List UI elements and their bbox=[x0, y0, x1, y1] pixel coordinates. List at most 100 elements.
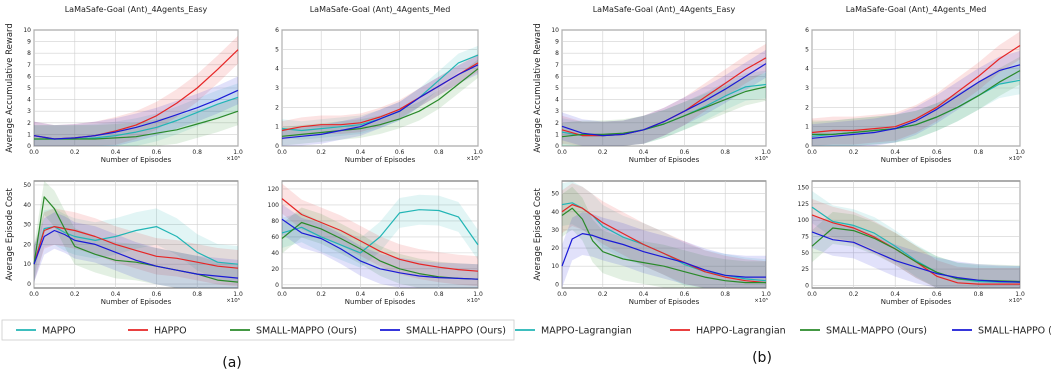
legend-label: MAPPO-Lagrangian bbox=[541, 326, 632, 337]
y-tick-label: 0 bbox=[275, 282, 279, 289]
x-tick-label: 0.8 bbox=[192, 291, 202, 298]
x-tick-label: 0.6 bbox=[680, 149, 690, 156]
plot-frame bbox=[811, 180, 1021, 289]
y-tick-label: 0 bbox=[555, 281, 559, 288]
y-tick-label: 50 bbox=[23, 182, 31, 189]
x-axis-multiplier: ×10⁵ bbox=[466, 155, 480, 162]
confidence-band bbox=[562, 183, 766, 288]
y-tick-label: 8 bbox=[555, 50, 559, 57]
confidence-band bbox=[812, 198, 1020, 288]
y-tick-label: 120 bbox=[268, 186, 280, 193]
y-tick-label: 40 bbox=[23, 202, 31, 209]
y-tick-label: 0 bbox=[805, 143, 809, 150]
y-tick-label: 7 bbox=[27, 62, 31, 69]
series-line bbox=[281, 64, 479, 139]
plot-frame bbox=[561, 180, 767, 289]
x-tick-label: 0.0 bbox=[277, 149, 287, 156]
x-tick-label: 0.6 bbox=[932, 149, 942, 156]
series-line bbox=[281, 68, 479, 137]
x-axis-label: Number of Episodes bbox=[101, 298, 172, 306]
confidence-band bbox=[562, 70, 766, 146]
x-tick-label: 0.2 bbox=[598, 149, 608, 156]
x-tick-label: 0.2 bbox=[316, 291, 326, 298]
x-tick-label: 1.0 bbox=[761, 291, 771, 298]
legend-label: SMALL-HAPPO (Ours) bbox=[406, 326, 506, 337]
y-tick-label: 10 bbox=[551, 27, 559, 34]
chart-6: 0.0 0.2 0.4 0.6 0.8 1.0 0 1 2 3 4 5 6 LaMaSafe-Goal (… bbox=[805, 5, 1025, 164]
chart-3: 0.0 0.2 0.4 0.6 0.8 1.0 0 10 20 30 40 50 Number of E… bbox=[5, 180, 243, 306]
x-tick-label: 0.0 bbox=[807, 291, 817, 298]
x-axis-multiplier: ×10⁵ bbox=[754, 297, 768, 304]
x-tick-label: 0.0 bbox=[807, 149, 817, 156]
series-line bbox=[561, 207, 766, 284]
y-tick-label: 50 bbox=[551, 191, 559, 198]
x-axis-multiplier: ×10⁵ bbox=[226, 155, 240, 162]
x-tick-label: 0.6 bbox=[395, 149, 405, 156]
x-tick-label: 1.0 bbox=[473, 291, 483, 298]
x-tick-label: 0.8 bbox=[434, 291, 444, 298]
x-tick-label: 1.0 bbox=[1015, 291, 1025, 298]
confidence-band bbox=[282, 53, 478, 140]
x-tick-label: 0.8 bbox=[974, 291, 984, 298]
x-axis-label: Number of Episodes bbox=[629, 156, 700, 164]
x-axis-multiplier: ×10⁵ bbox=[466, 297, 480, 304]
x-tick-label: 1.0 bbox=[233, 149, 243, 156]
x-tick-label: 0.4 bbox=[356, 149, 366, 156]
x-tick-label: 0.4 bbox=[639, 149, 649, 156]
x-tick-label: 0.4 bbox=[639, 291, 649, 298]
y-tick-label: 5 bbox=[555, 85, 559, 92]
chart-1: 0.0 0.2 0.4 0.6 0.8 1.0 0 1 2 3 4 5 6 7 8 9 10 LaMaSafe-G… bbox=[5, 5, 243, 164]
y-tick-label: 75 bbox=[801, 233, 809, 240]
legend-label: HAPPO bbox=[154, 326, 187, 337]
y-tick-label: 30 bbox=[551, 227, 559, 234]
confidence-band bbox=[812, 31, 1020, 146]
y-axis-label: Average Accumulative Reward bbox=[5, 23, 15, 153]
series-line bbox=[811, 231, 1021, 283]
series-line bbox=[811, 206, 1020, 283]
confidence-band bbox=[562, 49, 766, 147]
series-line bbox=[281, 209, 479, 254]
confidence-band bbox=[812, 211, 1020, 288]
y-tick-label: 10 bbox=[551, 263, 559, 270]
y-tick-label: 2 bbox=[275, 104, 279, 111]
y-tick-label: 40 bbox=[271, 250, 279, 257]
y-tick-label: 5 bbox=[275, 46, 279, 53]
legend-box-a bbox=[1, 319, 515, 341]
confidence-band bbox=[812, 56, 1020, 147]
y-tick-label: 2 bbox=[27, 120, 31, 127]
y-tick-label: 80 bbox=[271, 218, 279, 225]
x-tick-label: 0.8 bbox=[720, 149, 730, 156]
y-tick-label: 40 bbox=[551, 209, 559, 216]
y-tick-label: 2 bbox=[805, 104, 809, 111]
chart-title: LaMaSafe-Goal (Ant)_4Agents_Easy bbox=[65, 5, 208, 14]
x-tick-label: 0.0 bbox=[29, 149, 39, 156]
x-tick-label: 0.8 bbox=[192, 149, 202, 156]
chart-2: 0.0 0.2 0.4 0.6 0.8 1.0 0 1 2 3 4 5 6 LaMaSafe-Goal (… bbox=[275, 5, 483, 164]
legend-label: SMALL-HAPPO (Ours) bbox=[978, 326, 1052, 337]
confidence-band bbox=[282, 55, 478, 146]
y-tick-label: 2 bbox=[555, 120, 559, 127]
y-tick-label: 5 bbox=[27, 85, 31, 92]
confidence-band bbox=[34, 97, 238, 146]
confidence-band bbox=[812, 66, 1020, 146]
chart-7: 0.0 0.2 0.4 0.6 0.8 1.0 0 10 20 30 40 50 Number of E… bbox=[533, 180, 771, 306]
confidence-band bbox=[562, 181, 766, 288]
x-tick-label: 1.0 bbox=[233, 291, 243, 298]
y-tick-label: 100 bbox=[798, 217, 810, 224]
confidence-band bbox=[34, 35, 238, 146]
chart-8: 0.0 0.2 0.4 0.6 0.8 1.0 0 25 50 75 100 125 150 Number… bbox=[798, 180, 1025, 306]
confidence-band bbox=[282, 59, 478, 146]
x-tick-label: 0.2 bbox=[316, 149, 326, 156]
series-line bbox=[33, 229, 239, 279]
chart-title: LaMaSafe-Goal (Ant)_4Agents_Easy bbox=[593, 5, 736, 14]
y-tick-label: 9 bbox=[555, 39, 559, 46]
confidence-band bbox=[562, 72, 766, 146]
x-tick-label: 0.0 bbox=[277, 291, 287, 298]
x-tick-label: 0.2 bbox=[70, 149, 80, 156]
y-tick-label: 3 bbox=[805, 85, 809, 92]
confidence-band bbox=[34, 83, 238, 146]
x-axis-label: Number of Episodes bbox=[881, 298, 952, 306]
confidence-band bbox=[282, 194, 478, 268]
x-axis-multiplier: ×10⁵ bbox=[1008, 155, 1022, 162]
x-tick-label: 0.0 bbox=[557, 291, 567, 298]
